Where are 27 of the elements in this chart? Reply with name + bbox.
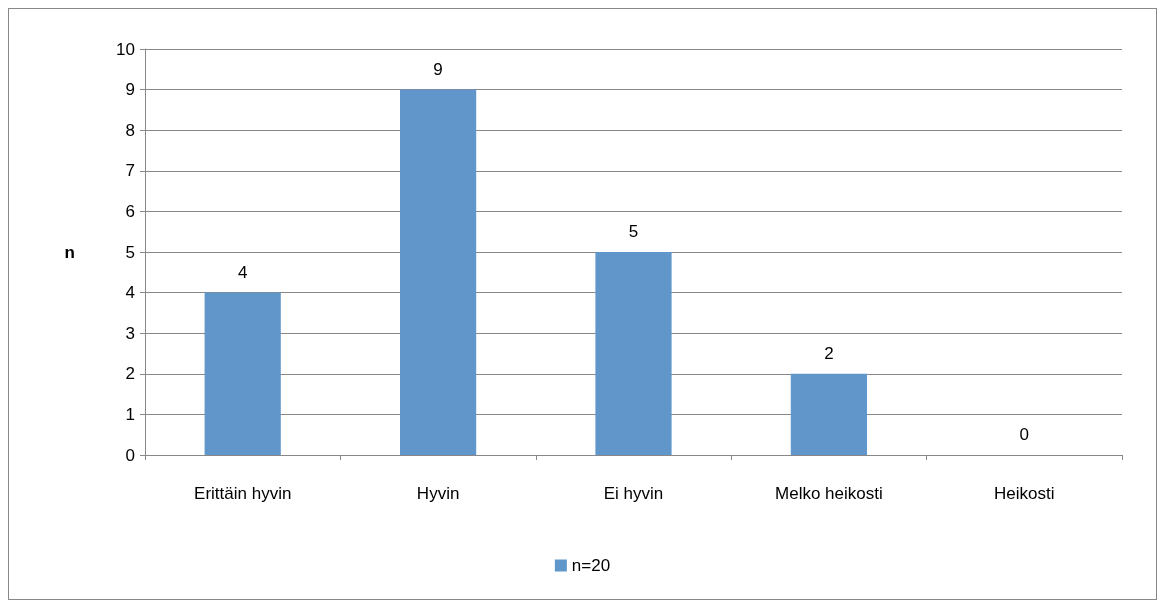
- x-tick-label: Hyvin: [416, 484, 460, 503]
- y-tick-label: 3: [125, 323, 135, 343]
- y-tick-label: 6: [125, 201, 135, 221]
- y-axis-title: n: [64, 242, 75, 262]
- data-label: 0: [1019, 425, 1030, 444]
- y-tick-label: 10: [116, 39, 135, 59]
- y-tick-label: 0: [125, 445, 135, 465]
- data-label: 2: [824, 343, 834, 363]
- x-tick-label: Melko heikosti: [775, 484, 883, 503]
- y-tick-label: 9: [125, 80, 135, 100]
- data-label: 4: [237, 262, 248, 282]
- y-tick-label: 7: [125, 161, 135, 181]
- bar: [204, 292, 281, 455]
- x-tick-label: Ei hyvin: [603, 484, 664, 503]
- y-tick-label: 2: [125, 364, 135, 384]
- bar: [790, 373, 867, 455]
- bar: [595, 252, 672, 455]
- x-tick-label: Erittäin hyvin: [194, 484, 292, 503]
- y-tick-label: 8: [125, 120, 135, 140]
- data-label: 9: [433, 59, 443, 79]
- y-tick-label: 4: [125, 283, 135, 303]
- y-tick-label: 1: [125, 404, 135, 424]
- data-label: 5: [628, 222, 639, 241]
- bar: [400, 89, 477, 455]
- legend-label: n=20: [571, 556, 611, 575]
- y-tick-label: 5: [125, 242, 135, 262]
- x-tick-label: Heikosti: [994, 484, 1055, 503]
